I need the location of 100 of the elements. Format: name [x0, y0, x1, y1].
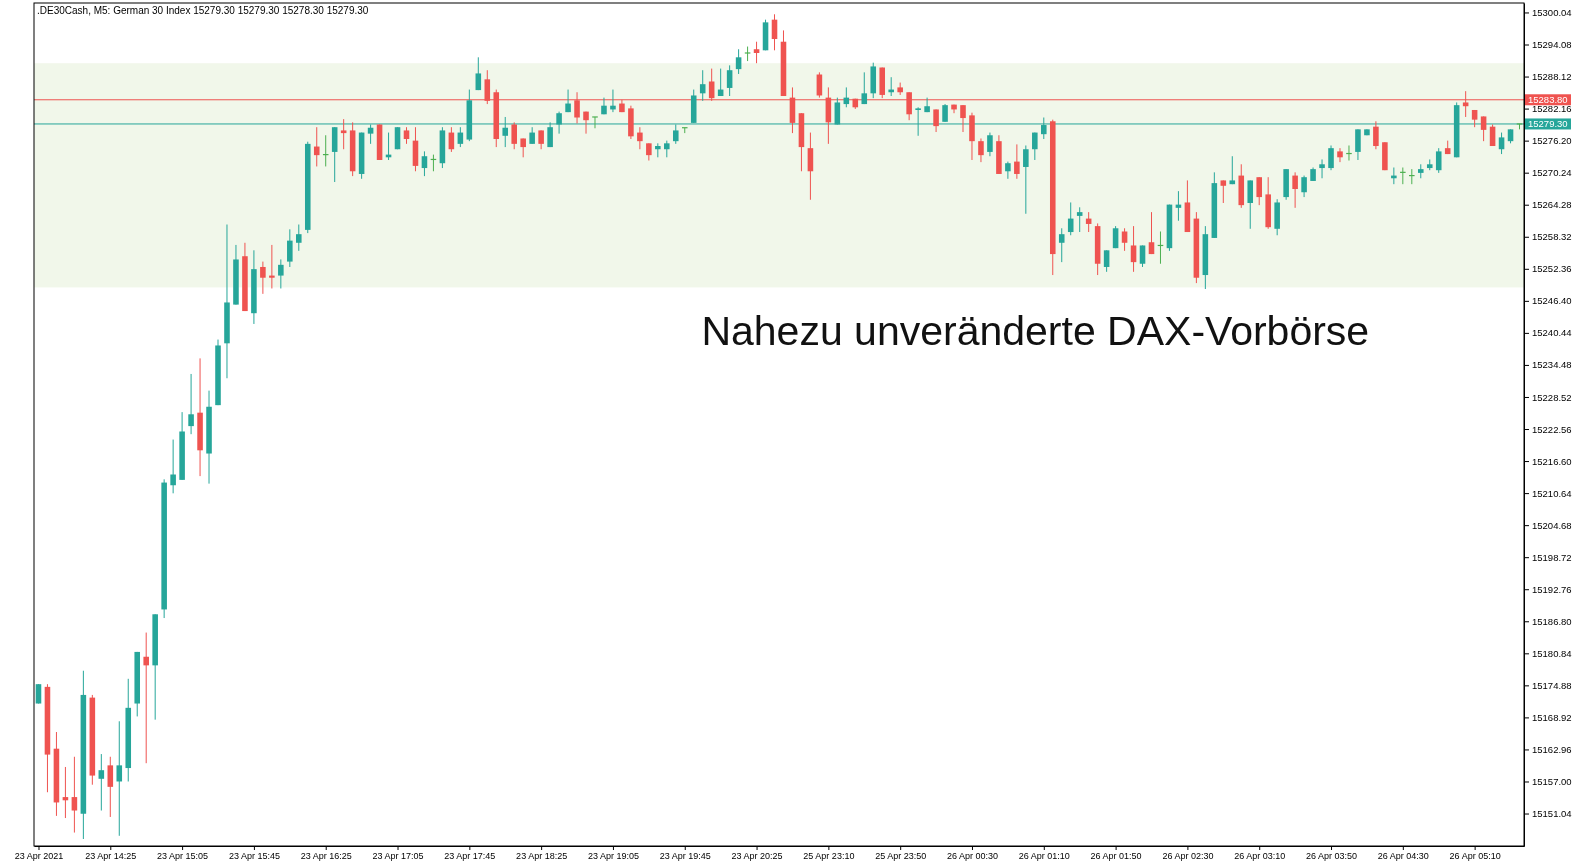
candlestick	[1355, 128, 1361, 161]
y-tick-label: 15252.36	[1532, 263, 1572, 275]
candlestick	[1139, 244, 1146, 268]
candlestick	[1256, 176, 1262, 206]
candlestick	[313, 126, 320, 167]
candlestick	[726, 64, 733, 97]
candlestick	[475, 56, 482, 91]
band-label: Nahezu unveränderte DAX-Vorbörse	[701, 308, 1370, 355]
x-tick-label: 23 Apr 17:45	[444, 851, 496, 862]
x-tick-label: 26 Apr 05:10	[1449, 851, 1501, 862]
candlestick	[933, 108, 939, 133]
y-tick-label: 15228.52	[1532, 391, 1572, 403]
y-tick-label: 15240.44	[1532, 327, 1572, 339]
candlestick	[1148, 211, 1155, 255]
y-tick-label: 15264.28	[1532, 199, 1572, 211]
y-tick-label: 15282.16	[1532, 103, 1572, 115]
x-tick-label: 26 Apr 01:50	[1090, 851, 1142, 862]
x-tick-label: 25 Apr 23:50	[875, 851, 927, 862]
y-tick-label: 15198.72	[1532, 551, 1572, 563]
candlestick	[143, 632, 149, 764]
x-tick-label: 23 Apr 19:45	[659, 851, 711, 862]
x-tick-label: 23 Apr 20:25	[731, 851, 783, 862]
y-tick-label: 15157.00	[1532, 776, 1572, 788]
candlestick	[1480, 115, 1487, 142]
candlestick	[960, 104, 966, 133]
x-tick-label: 23 Apr 16:25	[300, 851, 352, 862]
chart-title: .DE30Cash, M5: German 30 Index 15279.30 15279.30 15278.30 15279.30	[37, 5, 369, 16]
candlestick	[601, 97, 607, 115]
candlestick	[753, 41, 760, 64]
y-tick-label: 15222.56	[1532, 423, 1572, 435]
y-tick-label: 15204.68	[1532, 519, 1572, 531]
y-tick-label: 15216.60	[1532, 455, 1572, 467]
candlestick	[116, 720, 123, 837]
candlestick	[511, 121, 517, 150]
x-tick-label: 26 Apr 00:30	[946, 851, 999, 862]
y-tick-label: 15270.24	[1532, 167, 1572, 179]
candlestick	[269, 244, 275, 289]
y-tick-label: 15180.84	[1532, 647, 1572, 659]
ref-line-label: 15283.80	[1528, 94, 1568, 106]
y-tick-label: 15162.96	[1532, 743, 1572, 755]
y-tick-label: 15210.64	[1532, 487, 1572, 499]
candlestick	[1005, 161, 1011, 180]
candlestick	[1076, 206, 1083, 233]
x-tick-label: 23 Apr 15:05	[157, 851, 209, 862]
candlestick	[637, 126, 643, 150]
candlestick	[1247, 179, 1254, 230]
candlestick	[1373, 120, 1379, 150]
candlestick	[107, 756, 114, 818]
candlestick	[170, 439, 176, 494]
y-tick-label: 15300.04	[1532, 7, 1572, 18]
candlestick	[1498, 132, 1505, 155]
candlestick	[1328, 144, 1334, 171]
x-tick-label: 26 Apr 04:30	[1377, 851, 1429, 862]
candlestick	[71, 756, 78, 834]
x-tick-label: 26 Apr 03:10	[1234, 851, 1286, 862]
candlestick	[987, 132, 993, 157]
candlestick	[35, 683, 42, 705]
y-tick-label: 15246.40	[1532, 295, 1572, 307]
x-tick-label: 26 Apr 02:30	[1162, 851, 1214, 862]
candlestick	[591, 116, 599, 129]
y-tick-label: 15168.92	[1532, 711, 1572, 723]
candlestick	[1435, 147, 1442, 174]
x-tick-label: 26 Apr 01:10	[1018, 851, 1070, 862]
candlestick	[98, 753, 105, 812]
y-tick-label: 15276.20	[1532, 135, 1572, 147]
y-tick-label: 15234.48	[1532, 359, 1572, 371]
candlestick	[924, 97, 930, 113]
y-tick-label: 15294.08	[1532, 39, 1572, 51]
ref-line-label: 15279.30	[1528, 118, 1568, 130]
candlestick	[1014, 143, 1020, 180]
candlestick	[278, 258, 284, 289]
x-tick-label: 25 Apr 23:10	[803, 851, 855, 862]
x-tick-label: 26 Apr 03:50	[1305, 851, 1358, 862]
candlestick	[1103, 249, 1110, 273]
candlestick	[1301, 175, 1307, 198]
candlestick	[1319, 158, 1325, 179]
candlestick	[1032, 132, 1038, 161]
y-tick-label: 15258.32	[1532, 231, 1572, 243]
candlestick	[735, 48, 742, 75]
y-tick-label: 15174.88	[1532, 679, 1572, 691]
candlestick	[861, 71, 868, 105]
candlestick	[1229, 155, 1236, 185]
candlestick	[1220, 179, 1227, 204]
y-tick-label: 15186.80	[1532, 615, 1572, 627]
candlestick	[260, 261, 266, 295]
candlestick	[188, 373, 194, 435]
x-tick-label: 23 Apr 17:05	[372, 851, 424, 862]
x-tick-label: 23 Apr 19:05	[587, 851, 639, 862]
candlestick	[978, 137, 984, 163]
y-tick-label: 15288.12	[1532, 71, 1572, 83]
candlestick	[1337, 147, 1343, 163]
candlestick	[287, 228, 293, 268]
y-tick-label: 15192.76	[1532, 583, 1572, 595]
x-tick-label: 23 Apr 14:25	[85, 851, 137, 862]
candlestick	[520, 137, 526, 158]
candlestick	[1292, 171, 1298, 209]
candlestick	[296, 224, 302, 252]
x-tick-label: 23 Apr 15:45	[228, 851, 280, 862]
x-tick-label: 23 Apr 2021	[14, 851, 64, 862]
y-tick-label: 15151.04	[1532, 808, 1572, 820]
